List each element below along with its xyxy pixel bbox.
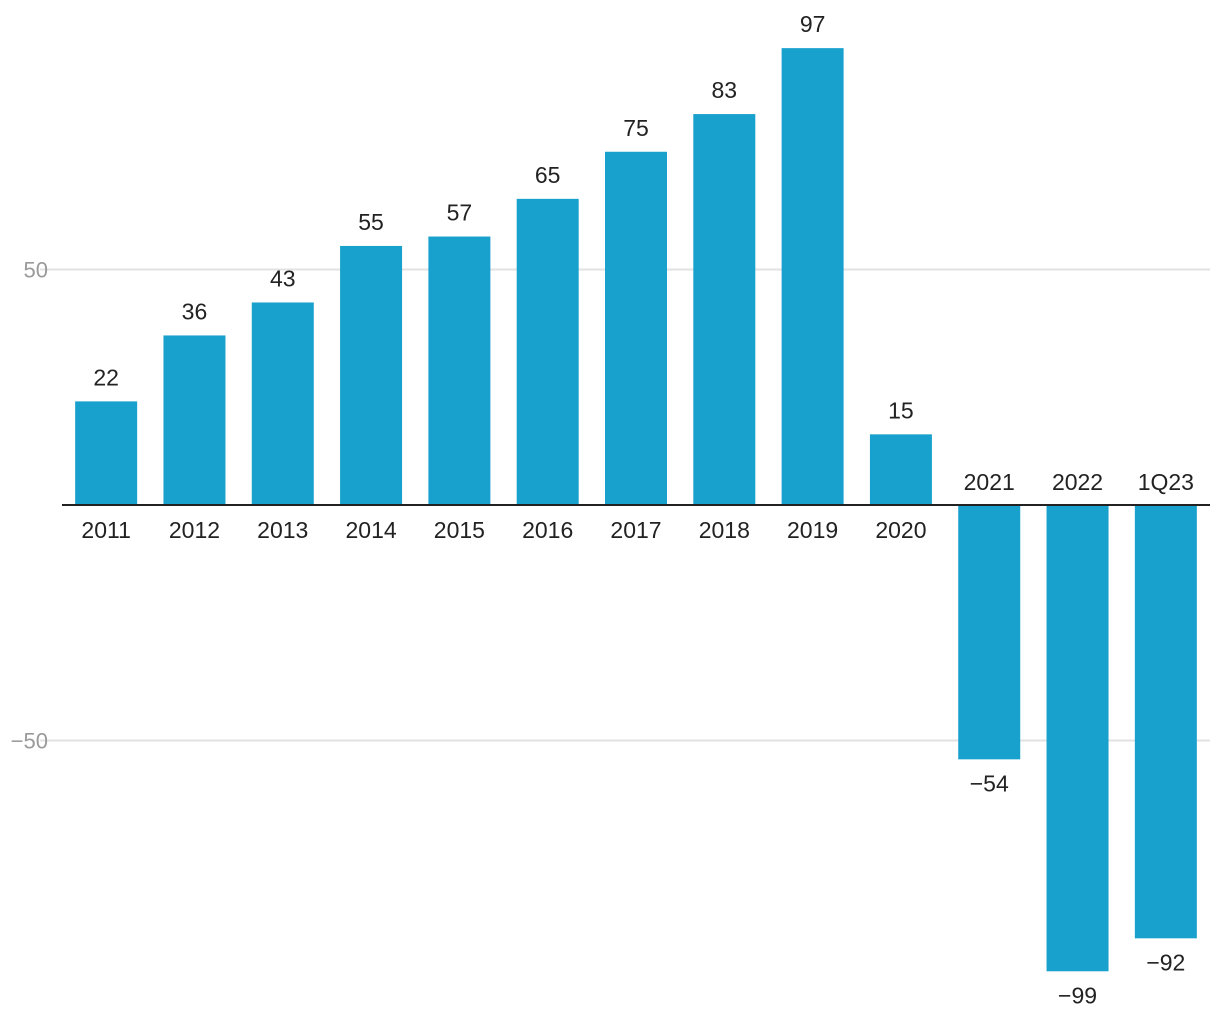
value-label: 97	[800, 11, 826, 37]
category-label: 2012	[169, 517, 220, 543]
category-label: 2017	[610, 517, 661, 543]
bar-2021	[958, 505, 1021, 760]
bar-2015	[428, 236, 491, 505]
bar-2013	[251, 302, 314, 505]
category-label: 2020	[875, 517, 926, 543]
category-label: 2019	[787, 517, 838, 543]
value-label: 83	[712, 77, 738, 103]
bar-2019	[781, 48, 844, 505]
value-label: −92	[1146, 949, 1185, 975]
bar-2018	[693, 114, 756, 505]
value-label: 75	[623, 115, 649, 141]
value-label: −99	[1058, 982, 1097, 1008]
bar-2014	[340, 245, 403, 505]
bar-2020	[869, 434, 932, 505]
bar-2022	[1046, 505, 1109, 972]
value-label: 65	[535, 162, 561, 188]
y-tick-label: −50	[11, 729, 48, 754]
bars	[75, 48, 1197, 972]
value-label: 55	[358, 209, 384, 235]
category-label: 2021	[964, 469, 1015, 495]
category-label: 2013	[257, 517, 308, 543]
bar-2012	[163, 335, 226, 505]
bar-2016	[516, 198, 579, 505]
value-label: 15	[888, 397, 914, 423]
category-label: 2022	[1052, 469, 1103, 495]
value-label: 43	[270, 265, 296, 291]
value-label: 57	[447, 200, 473, 226]
labels: 22 2011 36 2012 43 2013 55 2014 57 2015 65 2016 75 20…	[81, 11, 1194, 1008]
category-label: 2014	[345, 517, 396, 543]
bar-2011	[75, 401, 138, 505]
category-label: 1Q23	[1138, 469, 1194, 495]
value-label: 22	[93, 364, 119, 390]
category-label: 2018	[699, 517, 750, 543]
value-label: 36	[182, 298, 208, 324]
bar-2017	[605, 151, 667, 505]
category-label: 2015	[434, 517, 485, 543]
category-label: 2011	[81, 517, 130, 543]
bar-1Q23	[1134, 505, 1197, 939]
y-tick-label: 50	[24, 258, 48, 283]
category-label: 2016	[522, 517, 573, 543]
value-label: −54	[970, 770, 1009, 796]
